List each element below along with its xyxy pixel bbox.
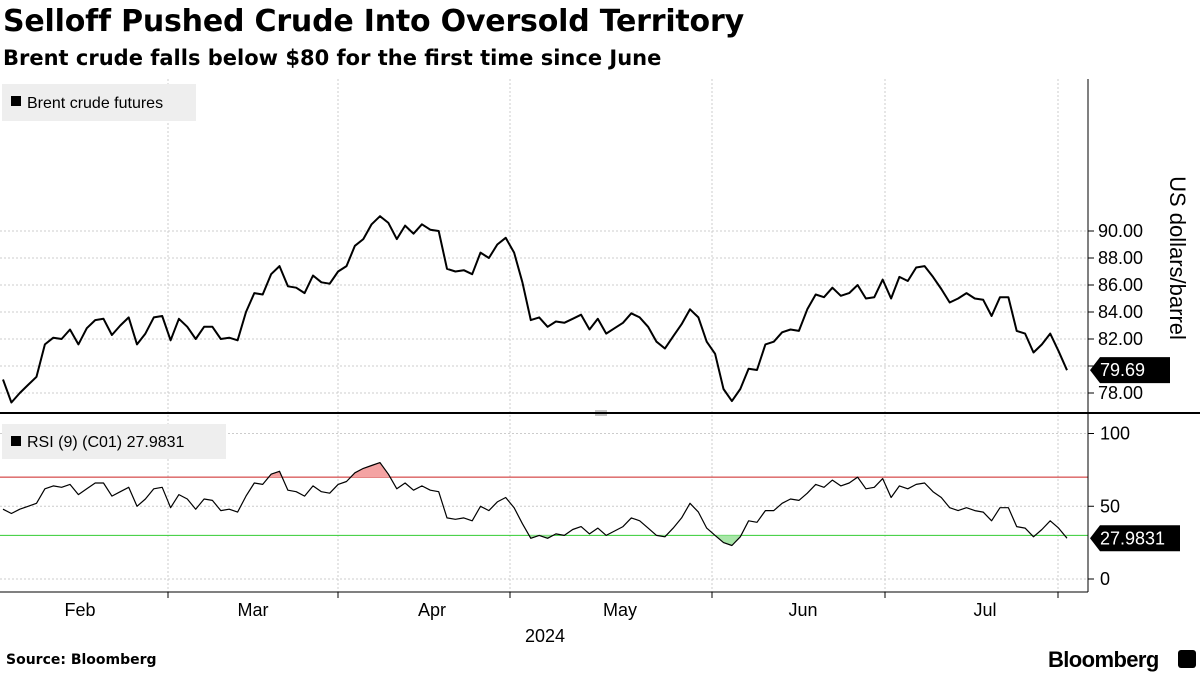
price-tick-label: 78.00 [1098,383,1143,403]
tick-labels: 78.0080.0082.0084.0086.0088.0090.0005010… [1098,221,1143,589]
last-value-tags: 79.69 27.9831 [1090,357,1180,552]
overbought-fill [350,462,391,478]
rsi-tick-label: 50 [1100,496,1120,516]
rsi-legend-swatch [11,436,21,446]
price-legend-box [2,84,196,121]
y-axis-title: US dollars/barrel [1165,176,1190,340]
price-last-value-tag [1090,357,1170,384]
rsi-zone-fills [268,462,1067,546]
rsi-last-value-tag [1090,525,1180,552]
price-tick-label: 82.00 [1098,329,1143,349]
x-axis-year: 2024 [525,626,565,646]
axes [0,79,1200,598]
rsi-line [2,462,1068,547]
source-note: Source: Bloomberg [6,652,157,668]
price-tick-label: 84.00 [1098,302,1143,322]
rsi-last-value-text: 27.9831 [1100,528,1165,548]
rsi-tick-label: 0 [1100,569,1110,589]
overbought-fill [268,471,283,478]
rsi-legend-label: RSI (9) (C01) 27.9831 [27,434,185,451]
month-gridlines [167,79,1059,592]
price-last-value-text: 79.69 [1100,360,1145,380]
chart-title: Selloff Pushed Crude Into Oversold Terri… [3,4,744,39]
month-label: Jun [788,600,817,620]
legends: Brent crude futures RSI (9) (C01) 27.983… [2,84,226,459]
price-tick-label: 90.00 [1098,221,1143,241]
oversold-fill [715,535,742,546]
month-label: Apr [418,600,446,620]
price-tick-label: 88.00 [1098,248,1143,268]
series-lines [2,215,1068,547]
rsi-legend-box [2,424,226,459]
month-label: Jul [973,600,996,620]
price-legend-swatch [11,96,21,106]
month-label: May [603,600,637,620]
month-label: Mar [238,600,269,620]
chart-subtitle: Brent crude falls below $80 for the firs… [3,46,662,70]
rsi-tick-label: 100 [1100,424,1130,444]
brent-price-line [2,215,1068,404]
bloomberg-chart-icon [1178,650,1196,668]
x-axis-labels: Feb Mar Apr May Jun Jul [64,600,996,620]
bloomberg-logo: Bloomberg [1048,647,1159,672]
month-label: Feb [64,600,95,620]
price-legend-label: Brent crude futures [27,95,163,112]
price-grid [0,230,1088,394]
price-tick-label: 86.00 [1098,275,1143,295]
